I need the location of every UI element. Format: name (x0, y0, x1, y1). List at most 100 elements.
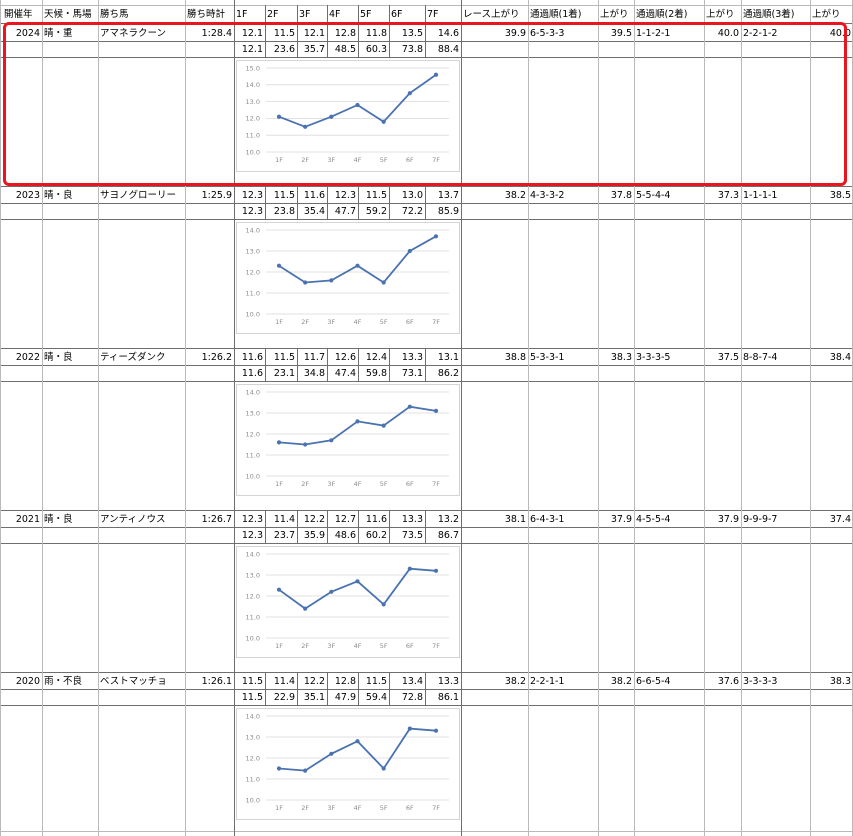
column-header[interactable]: レース上がり (463, 9, 520, 20)
cell-weather[interactable]: 雨・不良 (44, 676, 83, 687)
column-header[interactable]: 上がり (706, 9, 735, 20)
column-header[interactable]: 上がり (812, 9, 841, 20)
cell-cumulative[interactable]: 86.7 (437, 530, 459, 541)
column-header[interactable]: 5F (360, 9, 372, 20)
cell-last1[interactable]: 38.2 (610, 676, 632, 687)
cell-cumulative[interactable]: 22.9 (273, 692, 295, 703)
cell-lap[interactable]: 12.2 (303, 514, 325, 525)
cell-horse[interactable]: サヨノグローリー (100, 190, 177, 201)
cell-year[interactable]: 2024 (15, 28, 40, 39)
cell-lap[interactable]: 11.5 (273, 352, 295, 363)
cell-time[interactable]: 1:26.2 (201, 352, 232, 363)
cell-lap[interactable]: 11.6 (241, 352, 263, 363)
cell-pass3[interactable]: 9-9-9-7 (743, 514, 778, 525)
cell-cumulative[interactable]: 85.9 (437, 206, 459, 217)
cell-cumulative[interactable]: 73.5 (401, 530, 423, 541)
cell-time[interactable]: 1:26.7 (201, 514, 232, 525)
cell-race_last[interactable]: 38.2 (504, 190, 526, 201)
column-header[interactable]: 4F (329, 9, 341, 20)
column-header[interactable]: 通過順(2着) (636, 9, 688, 20)
cell-lap[interactable]: 11.5 (241, 676, 263, 687)
cell-race_last[interactable]: 38.2 (504, 676, 526, 687)
cell-cumulative[interactable]: 35.1 (303, 692, 325, 703)
cell-lap[interactable]: 11.6 (365, 514, 387, 525)
cell-time[interactable]: 1:28.4 (201, 28, 232, 39)
cell-lap[interactable]: 11.5 (273, 28, 295, 39)
cell-last3[interactable]: 38.4 (829, 352, 851, 363)
cell-lap[interactable]: 11.5 (365, 190, 387, 201)
cell-last1[interactable]: 38.3 (610, 352, 632, 363)
cell-year[interactable]: 2023 (15, 190, 40, 201)
cell-lap[interactable]: 12.3 (241, 514, 263, 525)
cell-last2[interactable]: 37.9 (717, 514, 739, 525)
cell-pass2[interactable]: 6-6-5-4 (636, 676, 671, 687)
cell-cumulative[interactable]: 23.6 (273, 44, 295, 55)
cell-cumulative[interactable]: 47.9 (334, 692, 356, 703)
cell-cumulative[interactable]: 88.4 (437, 44, 459, 55)
cell-pass2[interactable]: 3-3-3-5 (636, 352, 671, 363)
cell-lap[interactable]: 12.4 (365, 352, 387, 363)
cell-lap[interactable]: 11.8 (365, 28, 387, 39)
column-header[interactable]: 勝ち馬 (100, 9, 129, 20)
cell-last1[interactable]: 37.8 (610, 190, 632, 201)
cell-lap[interactable]: 13.5 (401, 28, 423, 39)
cell-pass3[interactable]: 1-1-1-1 (743, 190, 778, 201)
column-header[interactable]: 6F (391, 9, 403, 20)
lap-chart[interactable]: 15.0 14.0 13.0 12.0 11.0 10.0 1F 2F 3F 4F 5F 6F 7F (236, 60, 460, 172)
cell-pass1[interactable]: 2-2-1-1 (530, 676, 565, 687)
cell-horse[interactable]: ベストマッチョ (100, 676, 167, 687)
column-header[interactable]: 上がり (600, 9, 629, 20)
cell-cumulative[interactable]: 12.3 (241, 530, 263, 541)
cell-pass3[interactable]: 8-8-7-4 (743, 352, 778, 363)
cell-cumulative[interactable]: 59.4 (365, 692, 387, 703)
cell-cumulative[interactable]: 59.2 (365, 206, 387, 217)
cell-pass1[interactable]: 4-3-3-2 (530, 190, 565, 201)
column-header[interactable]: 通過順(3着) (743, 9, 795, 20)
column-header[interactable]: 勝ち時計 (187, 9, 226, 20)
cell-horse[interactable]: アマネラクーン (100, 28, 167, 39)
cell-lap[interactable]: 11.6 (303, 190, 325, 201)
cell-last1[interactable]: 37.9 (610, 514, 632, 525)
cell-weather[interactable]: 晴・重 (44, 28, 73, 39)
cell-pass1[interactable]: 5-3-3-1 (530, 352, 565, 363)
cell-lap[interactable]: 13.3 (401, 514, 423, 525)
cell-cumulative[interactable]: 23.1 (273, 368, 295, 379)
cell-lap[interactable]: 11.4 (273, 676, 295, 687)
cell-lap[interactable]: 13.2 (437, 514, 459, 525)
cell-year[interactable]: 2020 (15, 676, 40, 687)
cell-cumulative[interactable]: 11.5 (241, 692, 263, 703)
cell-lap[interactable]: 13.3 (437, 676, 459, 687)
cell-year[interactable]: 2022 (15, 352, 40, 363)
cell-cumulative[interactable]: 47.7 (334, 206, 356, 217)
cell-last3[interactable]: 37.4 (829, 514, 851, 525)
cell-last2[interactable]: 37.6 (717, 676, 739, 687)
lap-chart[interactable]: 14.0 13.0 12.0 11.0 10.0 1F 2F 3F 4F 5F 6F 7F (236, 222, 460, 334)
lap-chart[interactable]: 14.0 13.0 12.0 11.0 10.0 1F 2F 3F 4F 5F 6F 7F (236, 546, 460, 658)
cell-lap[interactable]: 11.5 (273, 190, 295, 201)
cell-lap[interactable]: 12.3 (241, 190, 263, 201)
cell-lap[interactable]: 12.3 (334, 190, 356, 201)
cell-lap[interactable]: 12.7 (334, 514, 356, 525)
cell-lap[interactable]: 13.7 (437, 190, 459, 201)
cell-horse[interactable]: ティーズダンク (100, 352, 166, 363)
cell-lap[interactable]: 11.5 (365, 676, 387, 687)
cell-cumulative[interactable]: 35.4 (303, 206, 325, 217)
cell-time[interactable]: 1:26.1 (201, 676, 232, 687)
cell-cumulative[interactable]: 60.3 (365, 44, 387, 55)
cell-weather[interactable]: 晴・良 (44, 190, 73, 201)
cell-race_last[interactable]: 39.9 (504, 28, 526, 39)
column-header[interactable]: 開催年 (4, 9, 33, 20)
cell-cumulative[interactable]: 34.8 (303, 368, 325, 379)
cell-cumulative[interactable]: 72.8 (401, 692, 423, 703)
cell-pass3[interactable]: 2-2-1-2 (743, 28, 778, 39)
column-header[interactable]: 7F (427, 9, 439, 20)
column-header[interactable]: 3F (299, 9, 311, 20)
cell-last1[interactable]: 39.5 (610, 28, 632, 39)
cell-last3[interactable]: 38.5 (829, 190, 851, 201)
cell-lap[interactable]: 13.3 (401, 352, 423, 363)
cell-cumulative[interactable]: 12.1 (241, 44, 263, 55)
cell-weather[interactable]: 晴・良 (44, 514, 73, 525)
cell-lap[interactable]: 12.1 (241, 28, 263, 39)
cell-last3[interactable]: 40.0 (829, 28, 851, 39)
